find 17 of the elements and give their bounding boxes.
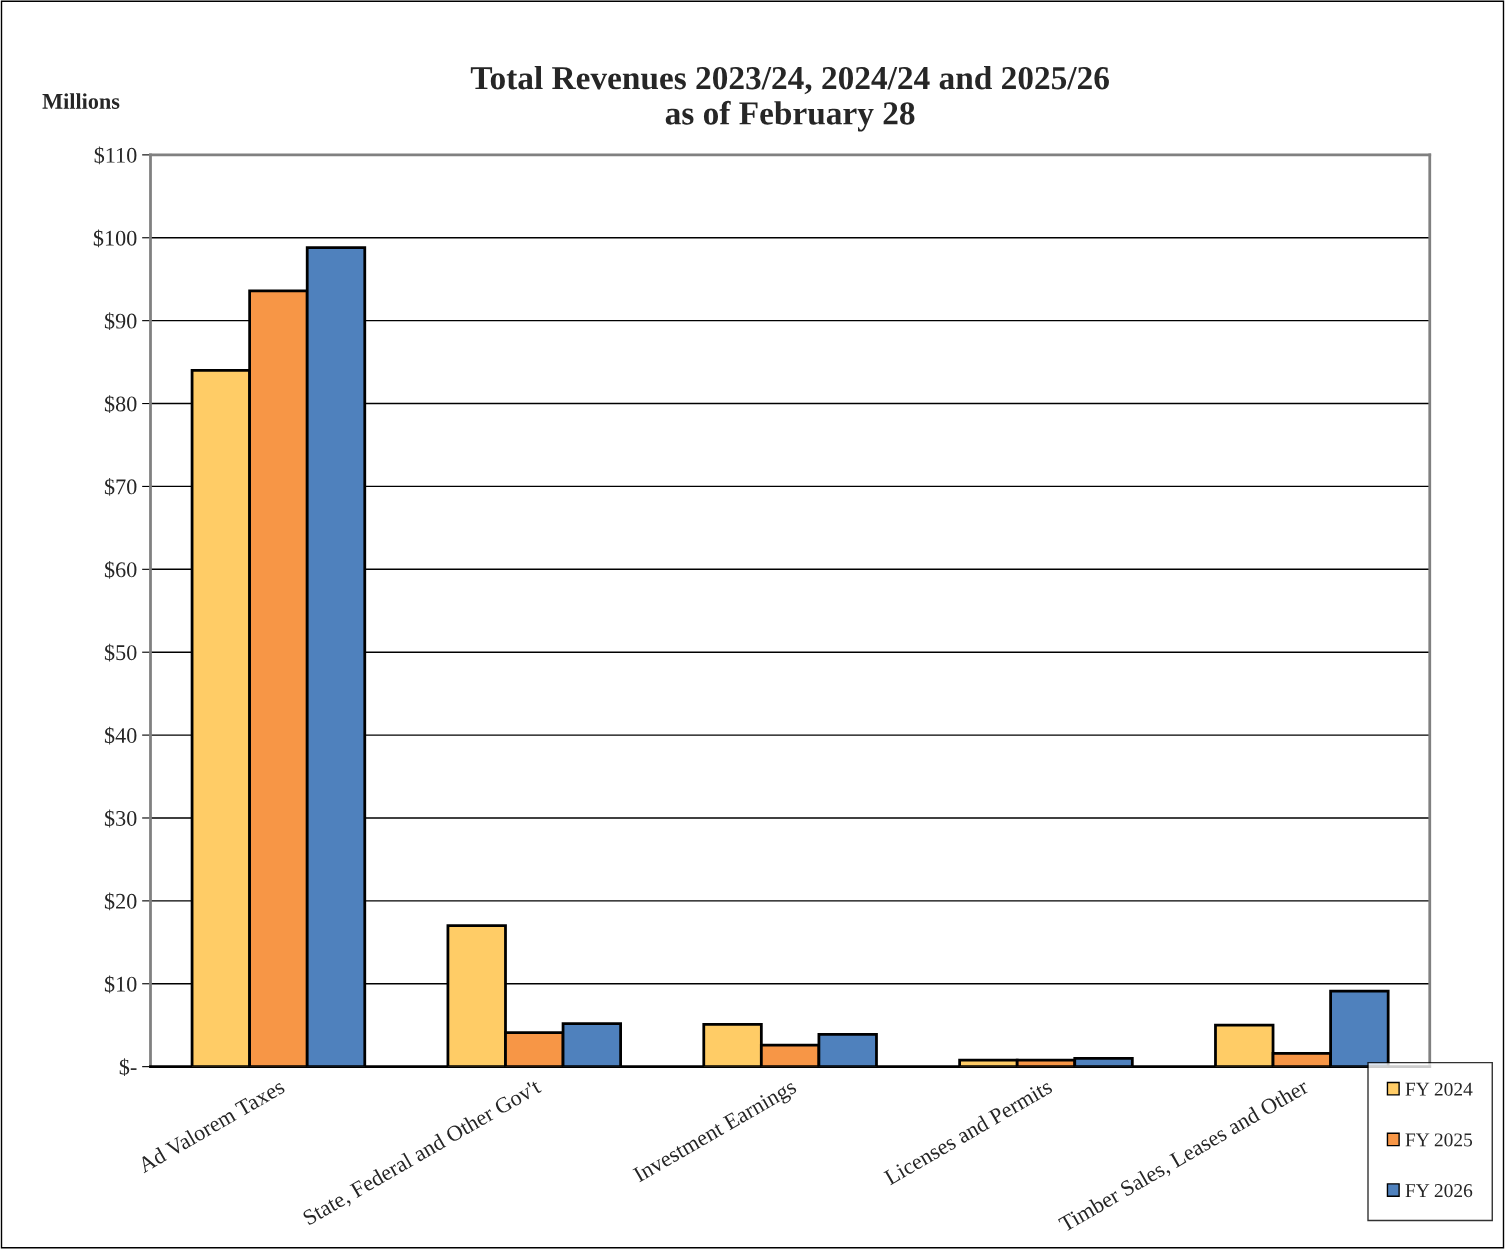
y-tick-label: $10	[104, 975, 137, 994]
y-tick-label: $110	[94, 146, 137, 165]
y-tick-label: $90	[104, 312, 137, 331]
y-tick-label: $20	[104, 892, 137, 911]
y-tick-label: $60	[104, 560, 137, 579]
y-tick-label: $80	[104, 395, 137, 413]
y-tick-label: $40	[104, 726, 137, 745]
y-tick-label: $30	[104, 809, 137, 828]
y-tick-label: $-	[119, 1058, 137, 1077]
y-tick-label: $50	[104, 643, 137, 662]
chart-title: Total Revenues 2023/24, 2024/24 and 2025/26 as of February 28	[470, 65, 1109, 132]
legend-label: FY 2025	[1405, 1133, 1473, 1147]
y-tick-label: $100	[93, 229, 137, 248]
y-axis-title: Millions	[42, 93, 120, 109]
legend-label: FY 2026	[1405, 1184, 1473, 1198]
legend-label: FY 2024	[1405, 1082, 1473, 1096]
y-tick-label: $70	[104, 478, 137, 496]
